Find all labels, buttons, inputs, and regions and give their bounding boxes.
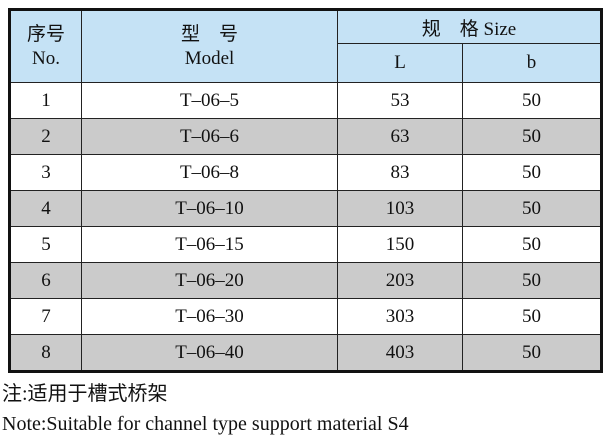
cell-model: T–06–20 (81, 262, 338, 299)
cell-model: T–06–6 (81, 118, 338, 155)
col-header-model: 型 号 Model (81, 9, 338, 83)
cell-l: 303 (337, 298, 463, 335)
col-header-model-en: Model (184, 47, 235, 69)
col-header-b: b (462, 43, 602, 83)
col-header-no: 序号 No. (9, 9, 82, 83)
cell-no: 7 (9, 298, 82, 335)
table-row: 4 T–06–10 103 50 (9, 190, 602, 227)
cell-model: T–06–5 (81, 82, 338, 119)
cell-b: 50 (462, 334, 602, 372)
table-row: 3 T–06–8 83 50 (9, 154, 602, 191)
table-row: 1 T–06–5 53 50 (9, 82, 602, 119)
cell-no: 1 (9, 82, 82, 119)
table-row: 5 T–06–15 150 50 (9, 226, 602, 263)
cell-b: 50 (462, 262, 602, 299)
cell-model: T–06–40 (81, 334, 338, 372)
cell-model: T–06–15 (81, 226, 338, 263)
cell-b: 50 (462, 82, 602, 119)
cell-no: 6 (9, 262, 82, 299)
cell-no: 4 (9, 190, 82, 227)
cell-no: 8 (9, 334, 82, 372)
cell-l: 63 (337, 118, 463, 155)
cell-model: T–06–10 (81, 190, 338, 227)
cell-l: 403 (337, 334, 463, 372)
col-header-model-zh: 型 号 (180, 23, 238, 45)
col-header-l: L (337, 43, 463, 83)
cell-model: T–06–8 (81, 154, 338, 191)
cell-b: 50 (462, 190, 602, 227)
cell-l: 203 (337, 262, 463, 299)
table-row: 7 T–06–30 303 50 (9, 298, 602, 335)
col-header-no-zh: 序号 (26, 23, 65, 45)
cell-b: 50 (462, 226, 602, 263)
cell-b: 50 (462, 298, 602, 335)
note-english: Note:Suitable for channel type support m… (2, 413, 409, 435)
cell-b: 50 (462, 118, 602, 155)
col-header-no-en: No. (32, 47, 60, 69)
footnotes: 注:适用于槽式桥架 Note:Suitable for channel type… (2, 379, 409, 439)
note-chinese: 注:适用于槽式桥架 (2, 383, 168, 405)
cell-model: T–06–30 (81, 298, 338, 335)
header-row-top: 序号 No. 型 号 Model 规 格 Size (9, 9, 602, 83)
spec-table: 序号 No. 型 号 Model 规 格 Size L b 1 T–06–5 5… (8, 8, 603, 373)
table-row: 6 T–06–20 203 50 (9, 262, 602, 299)
cell-no: 2 (9, 118, 82, 155)
cell-l: 150 (337, 226, 463, 263)
cell-l: 103 (337, 190, 463, 227)
table-row: 2 T–06–6 63 50 (9, 118, 602, 155)
cell-l: 83 (337, 154, 463, 191)
cell-no: 3 (9, 154, 82, 191)
col-header-size: 规 格 Size (337, 9, 602, 44)
header-row-sub: L b (10, 43, 602, 83)
cell-l: 53 (337, 82, 463, 119)
table-row: 8 T–06–40 403 50 (9, 334, 602, 372)
cell-no: 5 (9, 226, 82, 263)
cell-b: 50 (462, 154, 602, 191)
